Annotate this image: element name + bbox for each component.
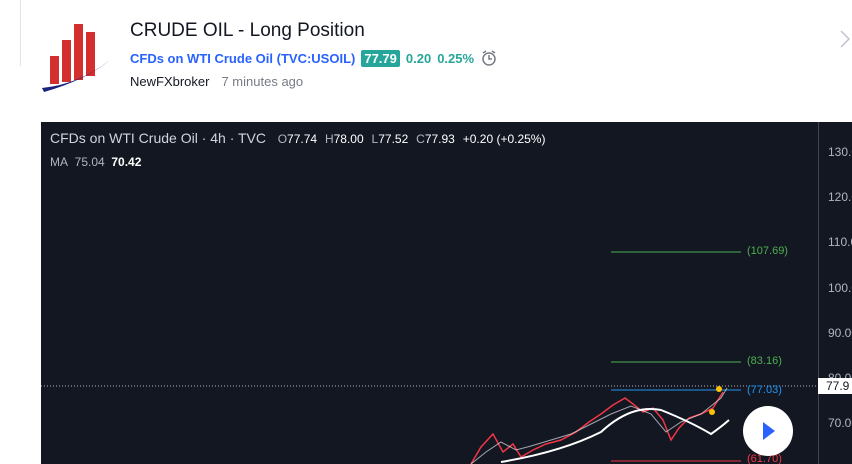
alarm-icon[interactable] [480,49,498,67]
author-row: NewFXbroker 7 minutes ago [130,74,303,89]
chart-legend: CFDs on WTI Crude Oil · 4h · TVC O77.74 … [50,130,549,146]
next-arrow[interactable] [838,28,852,50]
ma-legend: MA 75.04 70.42 [50,155,141,169]
axis-label: 130.0 [828,145,852,159]
marker [716,386,722,392]
idea-title: CRUDE OIL - Long Position [130,20,365,41]
ma-value: 70.42 [111,155,142,169]
moving-average [500,408,730,463]
symbol-row: CFDs on WTI Crude Oil (TVC:USOIL) 77.79 … [130,49,498,67]
axis-label: 100.0 [828,281,852,295]
ohlc-value: 77.74 [287,132,318,146]
price-badge: 77.79 [361,49,400,67]
ohlc-value: 78.00 [333,132,364,146]
level-label: (83.16) [747,355,782,367]
level-label: (61.70) [747,453,782,464]
symbol-code[interactable]: (TVC:USOIL) [276,50,356,66]
ohlc-key: H [324,132,334,146]
price-candles [470,391,724,464]
ohlc-key: L [371,132,379,146]
ma-label: MA [50,155,68,169]
marker [709,409,715,415]
price-candles-up [470,387,728,464]
chart-image[interactable]: CFDs on WTI Crude Oil · 4h · TVC O77.74 … [41,122,852,464]
ohlc-key: C [416,132,425,146]
ohlc-value: 77.93 [424,132,455,146]
legend-change: +0.20 (+0.25%) [462,132,546,146]
change-pct: 0.25% [437,50,475,66]
ohlc-key: O [277,132,288,146]
price-axis: 130.0 120.0 110.0 100.0 90.00 80.00 70.0… [818,122,852,464]
last-price-tag: 77.9 [818,378,852,394]
side-border [20,0,21,66]
axis-label: 120.0 [828,190,852,204]
change: 0.20 [405,50,432,66]
play-button[interactable] [742,405,794,457]
time: 7 minutes ago [221,74,304,89]
axis-label: 90.00 [828,326,852,340]
level-label: (77.03) [747,384,782,396]
ohlc-value: 77.52 [378,132,409,146]
symbol-name[interactable]: CFDs on WTI Crude Oil [130,50,273,66]
author[interactable]: NewFXbroker [130,74,210,89]
legend-title: CFDs on WTI Crude Oil · 4h · TVC [50,130,267,146]
axis-label: 70.00 [828,416,852,430]
chart-drawing [41,251,818,464]
ma-value: 75.04 [74,155,105,169]
logo [42,24,110,92]
axis-label: 110.0 [828,235,852,249]
level-label: (107.69) [747,245,788,257]
